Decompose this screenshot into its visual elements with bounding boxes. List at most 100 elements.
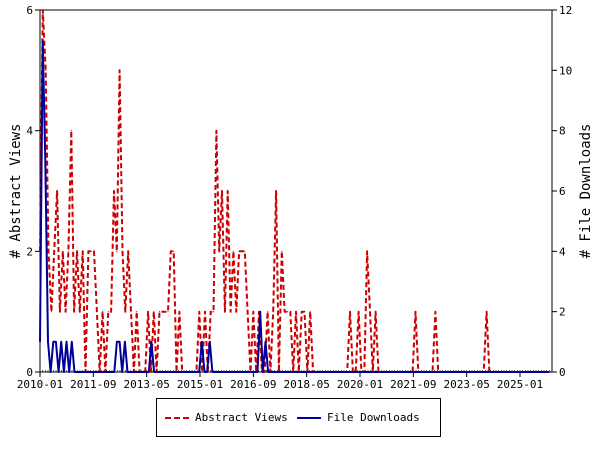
point-file-downloads bbox=[156, 371, 158, 373]
point-abstract-views bbox=[212, 311, 215, 313]
point-abstract-views bbox=[235, 311, 237, 313]
point-file-downloads bbox=[397, 371, 399, 373]
left-y-axis-ticks: 0 2 4 6 bbox=[26, 4, 40, 379]
point-file-downloads bbox=[81, 371, 83, 373]
point-file-downloads bbox=[47, 341, 49, 343]
point-file-downloads bbox=[272, 371, 275, 373]
point-file-downloads bbox=[140, 371, 142, 373]
point-file-downloads bbox=[341, 371, 343, 373]
point-file-downloads bbox=[450, 371, 452, 373]
point-abstract-views bbox=[221, 190, 223, 192]
right-axis-title: # File Downloads bbox=[578, 124, 594, 259]
legend-swatch-abstract-views bbox=[165, 416, 189, 419]
point-abstract-views bbox=[53, 250, 55, 252]
point-abstract-views bbox=[79, 311, 81, 313]
point-file-downloads bbox=[349, 371, 351, 373]
left-y-tick-label-3: 6 bbox=[26, 4, 33, 17]
point-abstract-views bbox=[167, 311, 169, 313]
point-file-downloads bbox=[333, 371, 336, 373]
point-abstract-views bbox=[289, 311, 291, 313]
point-file-downloads bbox=[466, 371, 468, 373]
point-file-downloads bbox=[310, 371, 312, 373]
point-file-downloads bbox=[84, 371, 86, 373]
point-file-downloads bbox=[137, 371, 139, 373]
point-abstract-views bbox=[153, 311, 155, 313]
point-abstract-views bbox=[252, 311, 254, 313]
point-file-downloads bbox=[262, 371, 264, 373]
point-file-downloads bbox=[458, 371, 460, 373]
point-file-downloads bbox=[543, 371, 545, 373]
point-file-downloads bbox=[328, 371, 330, 373]
point-file-downloads bbox=[185, 371, 187, 373]
point-file-downloads bbox=[522, 371, 524, 373]
point-abstract-views bbox=[161, 311, 163, 313]
left-y-tick-label-2: 4 bbox=[26, 125, 33, 138]
point-file-downloads bbox=[238, 371, 240, 373]
point-file-downloads bbox=[432, 371, 434, 373]
point-file-downloads bbox=[376, 371, 378, 373]
point-abstract-views bbox=[102, 311, 104, 313]
point-file-downloads bbox=[371, 371, 373, 373]
point-file-downloads bbox=[103, 371, 105, 373]
point-abstract-views bbox=[238, 250, 240, 252]
point-abstract-views bbox=[47, 250, 50, 252]
series-line-abstract-views bbox=[39, 9, 550, 373]
point-file-downloads bbox=[134, 371, 137, 373]
right-y-tick-label-2: 4 bbox=[559, 245, 566, 258]
point-file-downloads bbox=[437, 371, 439, 373]
point-file-downloads bbox=[384, 371, 386, 373]
point-file-downloads bbox=[79, 371, 81, 373]
point-abstract-views bbox=[121, 250, 124, 252]
chart: 2010-01 2011-09 2013-05 2015-01 2016-09 2018-… bbox=[8, 4, 594, 391]
point-file-downloads bbox=[325, 371, 328, 373]
right-y-tick-label-3: 6 bbox=[559, 185, 566, 198]
point-file-downloads bbox=[299, 371, 301, 373]
point-file-downloads bbox=[304, 371, 306, 373]
point-file-downloads bbox=[145, 371, 147, 373]
point-abstract-views bbox=[227, 190, 229, 192]
point-file-downloads bbox=[320, 371, 322, 373]
point-file-downloads bbox=[315, 371, 317, 373]
point-file-downloads bbox=[164, 371, 166, 373]
point-file-downloads bbox=[95, 371, 97, 373]
point-file-downloads bbox=[267, 371, 269, 373]
point-abstract-views bbox=[173, 250, 175, 252]
point-abstract-views bbox=[286, 311, 289, 313]
point-file-downloads bbox=[235, 371, 237, 373]
point-file-downloads bbox=[68, 371, 70, 373]
point-file-downloads bbox=[172, 371, 174, 373]
point-file-downloads bbox=[498, 371, 500, 373]
point-file-downloads bbox=[429, 371, 431, 373]
point-file-downloads bbox=[58, 371, 60, 373]
point-abstract-views bbox=[295, 311, 297, 313]
point-file-downloads bbox=[264, 341, 267, 343]
x-axis-ticks: 2010-01 2011-09 2013-05 2015-01 2016-09 2018-… bbox=[17, 370, 553, 391]
point-file-downloads bbox=[193, 371, 195, 373]
point-abstract-views bbox=[247, 311, 249, 313]
point-file-downloads bbox=[124, 341, 126, 343]
point-abstract-views bbox=[90, 250, 92, 252]
point-file-downloads bbox=[294, 371, 296, 373]
point-file-downloads bbox=[108, 371, 110, 373]
point-file-downloads bbox=[73, 371, 76, 373]
point-abstract-views bbox=[198, 311, 200, 313]
point-file-downloads bbox=[105, 371, 107, 373]
point-abstract-views bbox=[178, 311, 180, 313]
point-file-downloads bbox=[363, 371, 365, 373]
point-file-downloads bbox=[418, 371, 420, 373]
x-tick-label-3: 2015-01 bbox=[177, 378, 223, 391]
series-line-file-downloads bbox=[39, 39, 550, 373]
point-abstract-views bbox=[158, 311, 161, 313]
point-file-downloads bbox=[445, 371, 447, 373]
point-file-downloads bbox=[177, 371, 179, 373]
point-file-downloads bbox=[402, 371, 404, 373]
point-file-downloads bbox=[111, 371, 113, 373]
series-layer bbox=[39, 9, 550, 373]
point-file-downloads bbox=[317, 371, 320, 373]
legend-item-abstract-views: Abstract Views bbox=[165, 411, 288, 424]
right-y-axis-ticks: 0 2 4 6 8 10 12 bbox=[552, 4, 572, 379]
x-tick-label-9: 2025-01 bbox=[497, 378, 543, 391]
point-file-downloads bbox=[479, 371, 481, 373]
point-abstract-views bbox=[127, 250, 129, 252]
legend-label-file-downloads: File Downloads bbox=[327, 411, 420, 424]
